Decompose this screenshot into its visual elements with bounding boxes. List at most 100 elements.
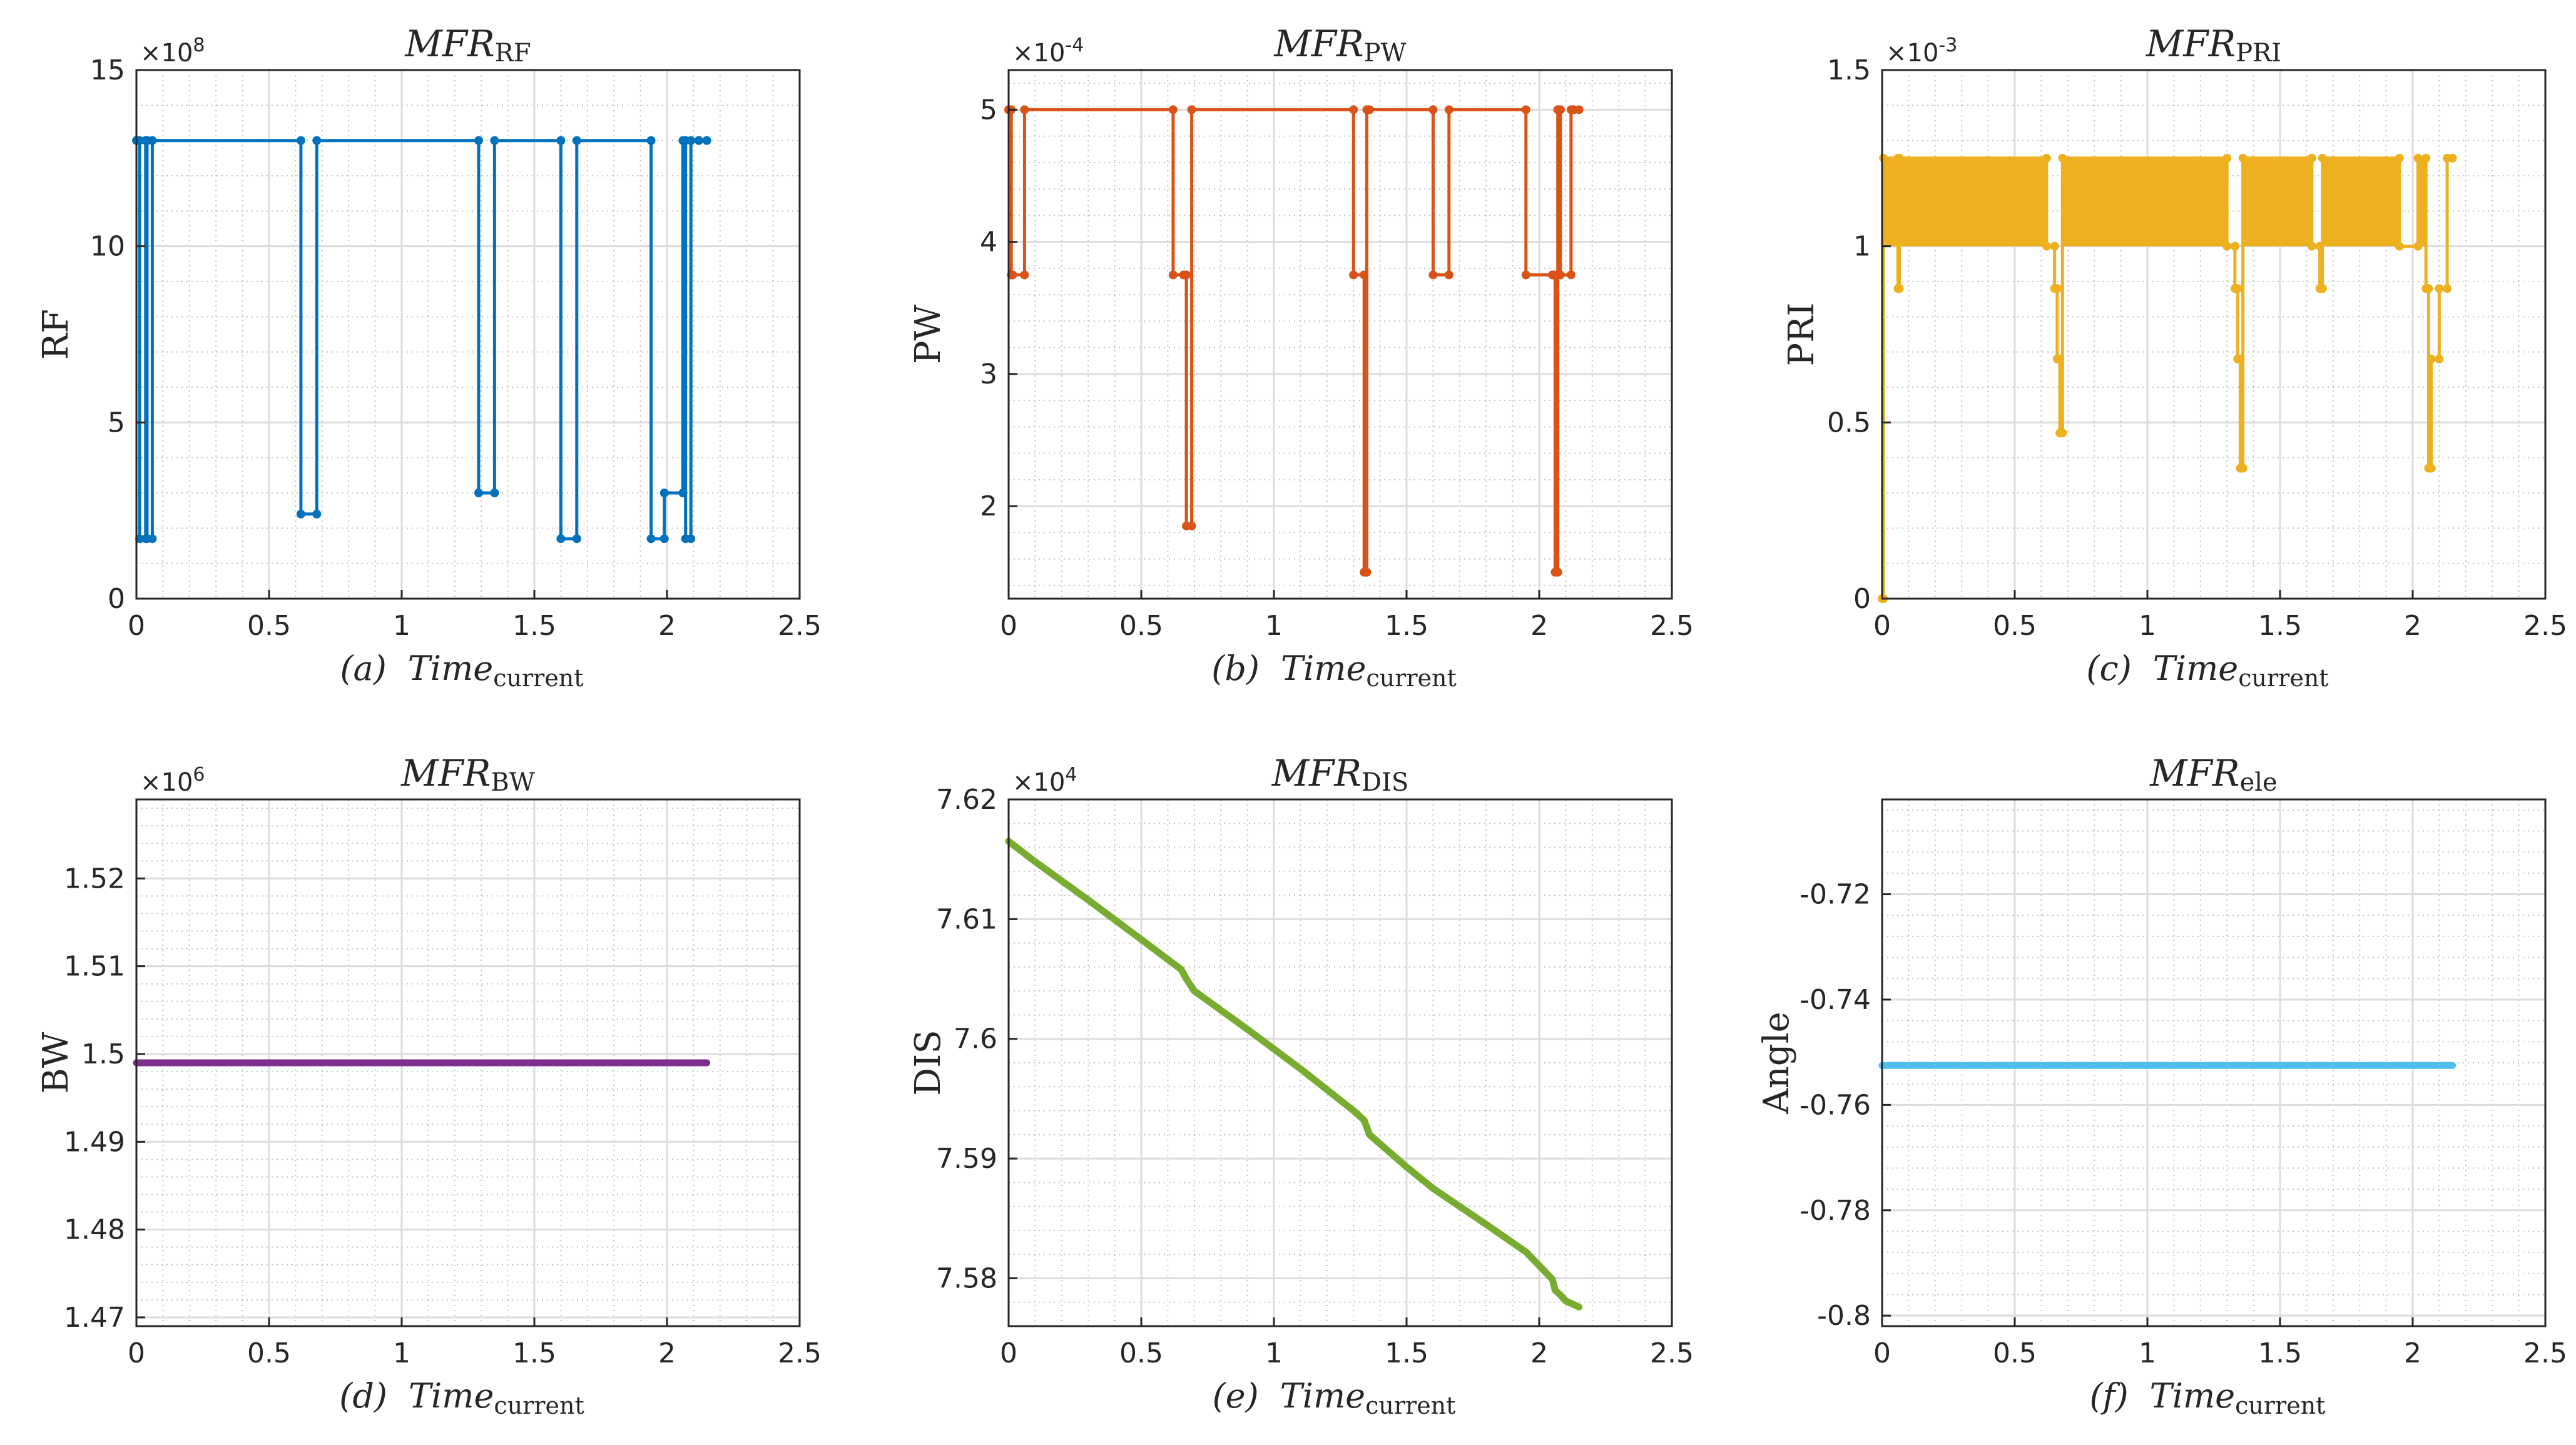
- axis-exponent: ×108: [140, 34, 205, 68]
- data-point: [2050, 241, 2059, 251]
- y-tick-label: -0.74: [1800, 984, 1871, 1016]
- series-line: [1880, 156, 2455, 601]
- caption-letter: (a): [340, 649, 386, 688]
- y-tick-label: 4: [980, 226, 997, 258]
- x-axis-caption: (a) Timecurrent: [340, 649, 583, 692]
- pri-band: [1883, 158, 2047, 246]
- y-tick-label: 1.47: [64, 1302, 125, 1334]
- x-tick-label: 0.5: [247, 610, 291, 642]
- data-point: [659, 534, 669, 544]
- caption-letter: (e): [1213, 1376, 1259, 1416]
- chart-title: MFRPRI: [2146, 23, 2281, 68]
- data-point: [556, 136, 566, 145]
- x-axis-label: Time: [409, 1376, 494, 1416]
- chart-title-sub: PRI: [2236, 39, 2281, 68]
- data-point: [1879, 153, 1888, 163]
- y-tick-label: -0.76: [1800, 1089, 1871, 1121]
- y-tick-label: 7.6: [954, 1023, 997, 1055]
- y-tick-label: 0: [1853, 583, 1871, 615]
- x-tick-label: 1.5: [2258, 1337, 2302, 1369]
- data-point: [1574, 105, 1584, 114]
- data-point: [2413, 153, 2423, 163]
- data-point: [1362, 567, 1372, 577]
- x-tick-label: 0.5: [247, 1337, 291, 1369]
- axis-exponent: ×10-3: [1886, 34, 1957, 68]
- data-point: [2042, 153, 2051, 163]
- data-point: [646, 136, 656, 145]
- data-point: [2395, 153, 2404, 163]
- axes-box: [1007, 69, 1673, 600]
- data-point: [1008, 270, 1017, 280]
- x-axis-label-sub: current: [494, 1392, 584, 1419]
- y-tick-label: 1.51: [64, 951, 125, 983]
- exponent-base: ×10: [140, 768, 193, 797]
- y-tick-label: 2: [980, 490, 997, 522]
- exponent-power: 6: [193, 764, 205, 786]
- x-tick-label: 2: [2404, 1337, 2421, 1369]
- chart-title: MFRRF: [404, 23, 531, 68]
- data-point: [1555, 270, 1565, 280]
- data-point: [2435, 354, 2444, 363]
- data-point: [1187, 521, 1196, 530]
- chart-title-main: MFR: [2149, 752, 2239, 794]
- axis-exponent: ×106: [140, 764, 205, 797]
- caption-letter: (b): [1211, 649, 1260, 688]
- y-tick-label: 1.52: [64, 863, 125, 895]
- data-point: [1428, 105, 1438, 114]
- x-tick-label: 0: [1873, 610, 1891, 642]
- x-axis-caption: (b) Timecurrent: [1211, 649, 1456, 692]
- data-point: [2307, 241, 2316, 251]
- y-tick-label: 1.48: [64, 1214, 125, 1246]
- x-axis-label-sub: current: [493, 664, 583, 692]
- data-point: [1521, 105, 1530, 114]
- pri-band: [2243, 158, 2312, 246]
- x-axis-label-sub: current: [1366, 664, 1456, 692]
- data-point: [2307, 153, 2316, 163]
- x-axis-label: Time: [1280, 1376, 1365, 1416]
- x-tick-label: 2: [1530, 1337, 1548, 1369]
- data-point: [2413, 241, 2423, 251]
- y-tick-label: 7.61: [936, 903, 997, 935]
- chart-title: MFRBW: [400, 752, 535, 797]
- data-point: [1020, 105, 1029, 114]
- data-point: [686, 534, 696, 544]
- y-axis-label: BW: [36, 1032, 76, 1093]
- pri-band: [2418, 158, 2426, 246]
- x-axis-caption: (f) Timecurrent: [2090, 1376, 2326, 1419]
- chart-title-main: MFR: [1273, 23, 1363, 65]
- exponent-power: -3: [1938, 34, 1957, 56]
- panel-6: 0 0.5 1 1.5 2 2.5 -0.8 -0.78 -0.76 -0.74 -0.72 MFRe…: [1756, 752, 2567, 1419]
- exponent-power: 8: [193, 34, 205, 56]
- exponent-base: ×10: [1012, 39, 1065, 68]
- data-point: [1444, 105, 1453, 114]
- data-point: [312, 509, 322, 519]
- data-point: [135, 534, 145, 544]
- data-point: [135, 136, 145, 145]
- x-axis-label-sub: current: [2238, 664, 2328, 692]
- data-point: [1895, 284, 1904, 293]
- data-point: [1349, 270, 1358, 280]
- y-tick-label: 1.5: [81, 1038, 125, 1070]
- exponent-base: ×10: [1886, 39, 1938, 68]
- data-point: [312, 136, 322, 145]
- y-tick-label: -0.8: [1817, 1300, 1871, 1332]
- data-point: [694, 136, 703, 145]
- y-axis-label: PRI: [1781, 303, 1822, 367]
- chart-title-sub: ele: [2240, 768, 2278, 797]
- panel-5: 0 0.5 1 1.5 2 2.57.587.597.67.617.62×104 MFRDI…: [908, 752, 1694, 1419]
- y-tick-label: -0.78: [1800, 1195, 1871, 1227]
- data-point: [2426, 354, 2436, 363]
- data-point: [1444, 270, 1453, 280]
- data-point: [1168, 105, 1178, 114]
- data-point: [2042, 241, 2051, 251]
- data-point: [1521, 270, 1530, 280]
- x-axis-label-sub: current: [1365, 1392, 1455, 1419]
- chart-title-sub: RF: [495, 39, 531, 68]
- data-point: [2058, 153, 2067, 163]
- data-point: [1187, 105, 1196, 114]
- data-point: [2318, 153, 2327, 163]
- x-tick-label: 2.5: [2523, 1337, 2567, 1369]
- x-tick-label: 2.5: [778, 1337, 822, 1369]
- data-point: [296, 136, 305, 145]
